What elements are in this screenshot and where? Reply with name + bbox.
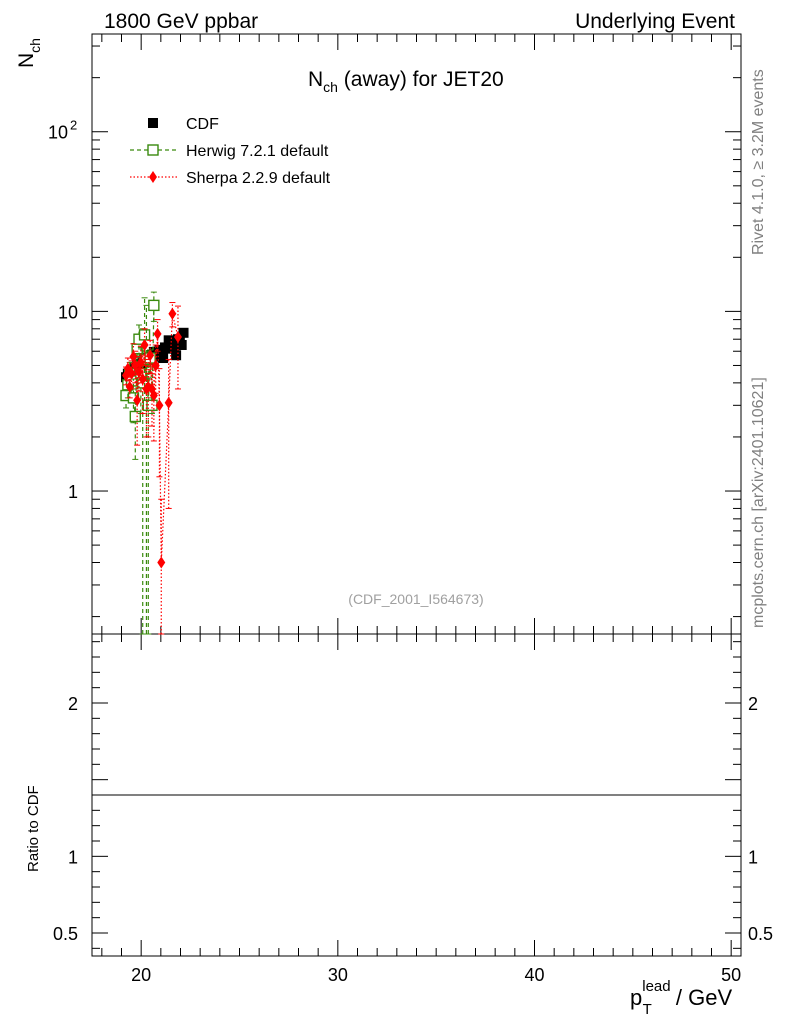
- legend-cdf-label: CDF: [186, 116, 219, 133]
- sherpa-point: [153, 327, 162, 340]
- herwig-point: [148, 299, 160, 312]
- x-tick-label: 50: [721, 965, 741, 985]
- ratio-y-tick-label-right: 0.5: [748, 924, 773, 944]
- x-tick-label: 30: [328, 965, 348, 985]
- ratio-axes: 20 30 40 50 0.5 0.5 1 1 2 2: [53, 634, 773, 985]
- rivet-label: Rivet 4.1.0, ≥ 3.2M events: [750, 69, 767, 255]
- ratio-y-tick-label-right: 2: [748, 694, 758, 714]
- ratio-y-tick-label-right: 1: [748, 847, 758, 867]
- y-tick-label: 1: [68, 482, 78, 502]
- sherpa-point: [157, 556, 166, 569]
- sherpa-point: [173, 331, 182, 344]
- legend-herwig-label: Herwig 7.2.1 default: [186, 143, 329, 160]
- legend-sherpa-label: Sherpa 2.2.9 default: [186, 170, 331, 187]
- analysis-watermark: (CDF_2001_I564673): [348, 591, 483, 607]
- sherpa-point: [164, 396, 173, 409]
- y-tick-label: 10: [58, 302, 78, 322]
- legend-herwig-marker: [147, 144, 159, 156]
- cdf-point: [176, 339, 187, 350]
- header-left: 1800 GeV ppbar: [104, 10, 258, 33]
- cdf-point: [178, 327, 189, 338]
- plot-title: Nch (away) for JET20: [308, 68, 504, 95]
- series-line: [125, 313, 179, 563]
- cdf-point: [152, 351, 163, 362]
- legend-cdf-marker: [148, 118, 158, 128]
- main-marks: [120, 291, 189, 635]
- sherpa-point: [133, 394, 142, 407]
- ratio-y-axis-label: Ratio to CDF: [25, 785, 42, 872]
- legend-sherpa-marker: [149, 171, 157, 183]
- sherpa-point: [168, 307, 177, 320]
- sherpa-point: [125, 380, 134, 393]
- y-axis-label: Nch: [15, 38, 43, 68]
- herwig-point: [129, 410, 141, 423]
- sherpa-point: [146, 349, 155, 362]
- cdf-point: [158, 353, 169, 364]
- header-right: Underlying Event: [575, 10, 735, 33]
- sherpa-point: [155, 399, 164, 412]
- legend: CDF Herwig 7.2.1 default Sherpa 2.2.9 de…: [130, 116, 331, 187]
- ratio-y-tick-label: 2: [68, 694, 78, 714]
- x-tick-label: 20: [131, 965, 151, 985]
- cdf-point: [171, 350, 182, 361]
- y-tick-label: 10: [48, 123, 68, 143]
- mcplots-label: mcplots.cern.ch [arXiv:2401.10621]: [750, 377, 767, 628]
- x-axis-label: plead T / GeV: [630, 978, 732, 1018]
- sherpa-point: [138, 373, 147, 386]
- herwig-point: [138, 329, 151, 341]
- ratio-y-tick-label: 1: [68, 847, 78, 867]
- sherpa-point: [140, 338, 149, 351]
- x-tick-label: 40: [524, 965, 544, 985]
- cdf-point: [169, 341, 180, 352]
- ratio-y-tick-label: 0.5: [53, 924, 78, 944]
- y-tick-label-exponent: 2: [70, 118, 77, 133]
